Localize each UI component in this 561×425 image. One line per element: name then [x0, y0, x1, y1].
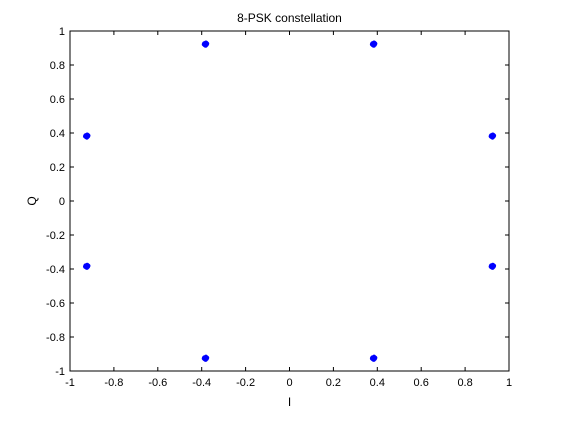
x-tick-label: 0.8: [457, 377, 472, 389]
y-tick-label: 1: [59, 26, 65, 38]
y-tick-label: 0.2: [50, 162, 65, 174]
x-tick-label: 0: [286, 377, 292, 389]
x-tick-label: -0.8: [104, 377, 123, 389]
x-tick-label: -0.6: [148, 377, 167, 389]
data-point-sample: [84, 135, 90, 140]
data-point: [488, 132, 497, 140]
y-axis-label: Q: [25, 196, 39, 205]
x-tick-label: -0.4: [192, 377, 211, 389]
data-point-sample: [371, 43, 376, 48]
data-point: [488, 262, 497, 270]
data-point-sample: [371, 357, 376, 362]
x-tick-label: 1: [506, 377, 512, 389]
data-point: [369, 354, 378, 362]
chart-title: 8-PSK constellation: [237, 11, 342, 25]
y-tick-label: -1: [55, 366, 65, 378]
data-point-sample: [203, 43, 208, 48]
y-tick-label: -0.8: [46, 332, 65, 344]
data-point: [82, 262, 91, 270]
y-tick-label: 0.4: [50, 128, 65, 140]
y-tick-label: 0.6: [50, 94, 65, 106]
data-point-sample: [84, 265, 90, 270]
data-point: [369, 40, 378, 48]
x-tick-label: 0.6: [414, 377, 429, 389]
data-point-sample: [203, 357, 208, 362]
x-tick-label: 0.4: [370, 377, 385, 389]
data-point-sample: [490, 265, 495, 270]
y-tick-label: 0: [59, 196, 65, 208]
axis-ticks: -1 -0.8 -0.6 -0.4 -0.2 0 0.2 0.4 0.6 0.8 1 -1 -0.8 -0…: [46, 26, 512, 389]
data-point: [201, 40, 210, 48]
y-tick-label: -0.4: [46, 264, 65, 276]
y-tick-label: -0.2: [46, 230, 65, 242]
x-tick-label: -0.2: [236, 377, 255, 389]
y-tick-label: 0.8: [50, 60, 65, 72]
x-tick-label: 0.2: [326, 377, 341, 389]
plot-area: [69, 30, 510, 372]
x-axis-label: I: [288, 395, 291, 409]
data-point-sample: [490, 135, 495, 140]
data-points: [82, 40, 497, 362]
x-tick-label: -1: [65, 377, 75, 389]
data-point: [201, 354, 210, 362]
data-point: [82, 132, 91, 140]
y-tick-label: -0.6: [46, 298, 65, 310]
